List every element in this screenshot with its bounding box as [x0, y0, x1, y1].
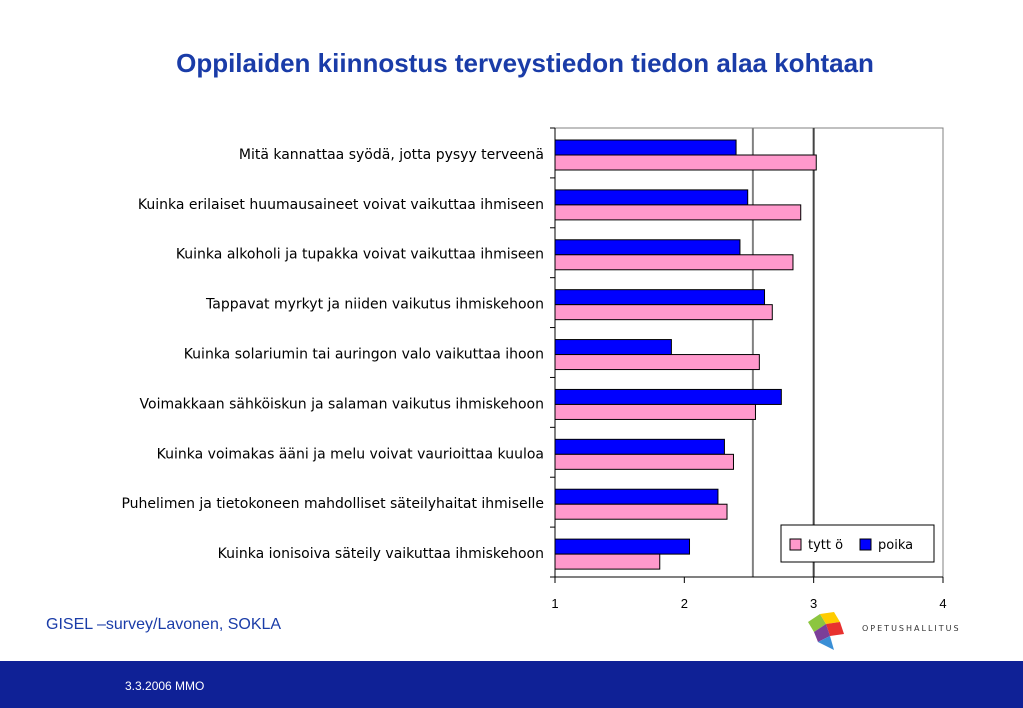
category-label: Kuinka erilaiset huumausaineet voivat va…	[138, 197, 544, 213]
footer-date: 3.3.2006 MMO	[125, 679, 205, 693]
legend-label-poika: poika	[878, 538, 913, 553]
category-label: Kuinka voimakas ääni ja melu voivat vaur…	[157, 446, 544, 462]
x-tick-label: 3	[810, 596, 817, 611]
footer-bar: 3.3.2006 MMO	[0, 661, 1023, 708]
bar-poika	[554, 438, 725, 455]
logo-icon: OPETUSHALLITUS	[808, 612, 961, 650]
x-tick-label: 2	[681, 596, 688, 611]
x-tick-label: 4	[939, 596, 946, 611]
category-label: Puhelimen ja tietokoneen mahdolliset sät…	[121, 496, 544, 512]
source-note: GISEL –survey/Lavonen, SOKLA	[46, 616, 282, 633]
category-label: Voimakkaan sähköiskun ja salaman vaikutu…	[140, 396, 544, 412]
legend-swatch-tytto	[789, 538, 802, 551]
bar-poika	[554, 289, 766, 306]
legend-box	[780, 524, 935, 563]
chart-legend: tytt ö poika	[780, 524, 935, 563]
logo-text: OPETUSHALLITUS	[862, 624, 961, 633]
legend-label-tytto: tytt ö	[808, 538, 843, 553]
page-title: Oppilaiden kiinnostus terveystiedon tied…	[176, 48, 874, 78]
bar-tytto	[554, 354, 760, 371]
bar-poika	[554, 388, 782, 405]
bar-poika	[554, 339, 672, 356]
bar-poika	[554, 488, 719, 505]
bar-tytto	[554, 254, 794, 271]
bar-tytto	[554, 503, 728, 520]
category-label: Tappavat myrkyt ja niiden vaikutus ihmis…	[205, 297, 544, 313]
category-label: Kuinka ionisoiva säteily vaikuttaa ihmis…	[218, 546, 544, 562]
bar-poika	[554, 189, 749, 206]
bar-tytto	[554, 154, 817, 171]
bar-poika	[554, 139, 737, 156]
category-label: Kuinka alkoholi ja tupakka voivat vaikut…	[176, 247, 544, 263]
bar-tytto	[554, 204, 802, 221]
bar-poika	[554, 239, 741, 256]
bar-tytto	[554, 403, 756, 420]
bar-tytto	[554, 304, 773, 321]
opetushallitus-logo: OPETUSHALLITUS	[800, 610, 970, 658]
bar-tytto	[554, 453, 734, 470]
bar-tytto	[554, 553, 661, 570]
bar-poika	[554, 538, 691, 555]
category-label: Kuinka solariumin tai auringon valo vaik…	[184, 347, 544, 363]
x-tick-label: 1	[551, 596, 558, 611]
legend-swatch-poika	[859, 538, 872, 551]
category-label: Mitä kannattaa syödä, jotta pysyy tervee…	[239, 147, 544, 163]
